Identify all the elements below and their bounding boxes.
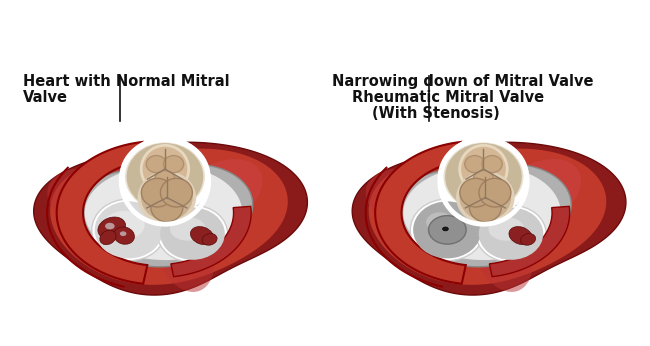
Ellipse shape bbox=[141, 178, 174, 207]
Ellipse shape bbox=[443, 227, 448, 231]
Ellipse shape bbox=[92, 199, 166, 261]
Ellipse shape bbox=[103, 211, 144, 239]
Ellipse shape bbox=[428, 216, 466, 244]
Ellipse shape bbox=[154, 209, 214, 292]
Text: Rheumatic Mitral Valve: Rheumatic Mitral Valve bbox=[352, 90, 543, 106]
Polygon shape bbox=[375, 142, 466, 284]
Ellipse shape bbox=[105, 223, 114, 229]
Ellipse shape bbox=[114, 227, 135, 244]
Circle shape bbox=[141, 145, 188, 193]
Ellipse shape bbox=[190, 227, 214, 245]
Polygon shape bbox=[84, 165, 242, 260]
Ellipse shape bbox=[160, 208, 225, 260]
Polygon shape bbox=[396, 164, 571, 267]
Ellipse shape bbox=[164, 156, 184, 173]
Polygon shape bbox=[50, 149, 288, 285]
Ellipse shape bbox=[161, 178, 192, 207]
Ellipse shape bbox=[95, 201, 163, 258]
Ellipse shape bbox=[489, 217, 524, 241]
Ellipse shape bbox=[426, 212, 454, 232]
Polygon shape bbox=[403, 165, 561, 260]
Polygon shape bbox=[34, 142, 307, 295]
Text: Valve: Valve bbox=[23, 90, 68, 106]
Ellipse shape bbox=[458, 173, 513, 222]
Polygon shape bbox=[57, 142, 148, 284]
Ellipse shape bbox=[479, 178, 511, 207]
Ellipse shape bbox=[473, 209, 533, 292]
Ellipse shape bbox=[176, 159, 263, 228]
Polygon shape bbox=[77, 164, 253, 267]
Ellipse shape bbox=[125, 141, 205, 212]
Ellipse shape bbox=[146, 156, 166, 173]
Ellipse shape bbox=[476, 205, 546, 262]
Ellipse shape bbox=[410, 199, 484, 261]
Ellipse shape bbox=[202, 234, 217, 245]
Ellipse shape bbox=[120, 231, 127, 236]
Polygon shape bbox=[369, 149, 606, 285]
Ellipse shape bbox=[151, 193, 183, 222]
Text: Heart with Normal Mitral: Heart with Normal Mitral bbox=[23, 74, 229, 89]
Ellipse shape bbox=[155, 171, 175, 188]
Polygon shape bbox=[352, 142, 626, 295]
Ellipse shape bbox=[100, 230, 116, 245]
Ellipse shape bbox=[521, 234, 536, 245]
Ellipse shape bbox=[98, 217, 125, 239]
Ellipse shape bbox=[509, 227, 532, 245]
Text: (With Stenosis): (With Stenosis) bbox=[372, 106, 499, 121]
Ellipse shape bbox=[469, 193, 501, 222]
Polygon shape bbox=[171, 206, 251, 277]
Circle shape bbox=[460, 145, 507, 193]
Ellipse shape bbox=[460, 178, 492, 207]
Ellipse shape bbox=[366, 168, 459, 234]
Ellipse shape bbox=[495, 159, 581, 228]
Ellipse shape bbox=[47, 168, 140, 234]
Ellipse shape bbox=[473, 171, 493, 188]
Ellipse shape bbox=[482, 156, 502, 173]
Ellipse shape bbox=[443, 141, 524, 212]
Text: Narrowing down of Mitral Valve: Narrowing down of Mitral Valve bbox=[332, 74, 593, 89]
Ellipse shape bbox=[478, 208, 543, 260]
Ellipse shape bbox=[170, 217, 205, 241]
Ellipse shape bbox=[413, 201, 482, 258]
Ellipse shape bbox=[465, 156, 485, 173]
Ellipse shape bbox=[157, 205, 227, 262]
Ellipse shape bbox=[139, 173, 194, 222]
Polygon shape bbox=[489, 206, 569, 277]
